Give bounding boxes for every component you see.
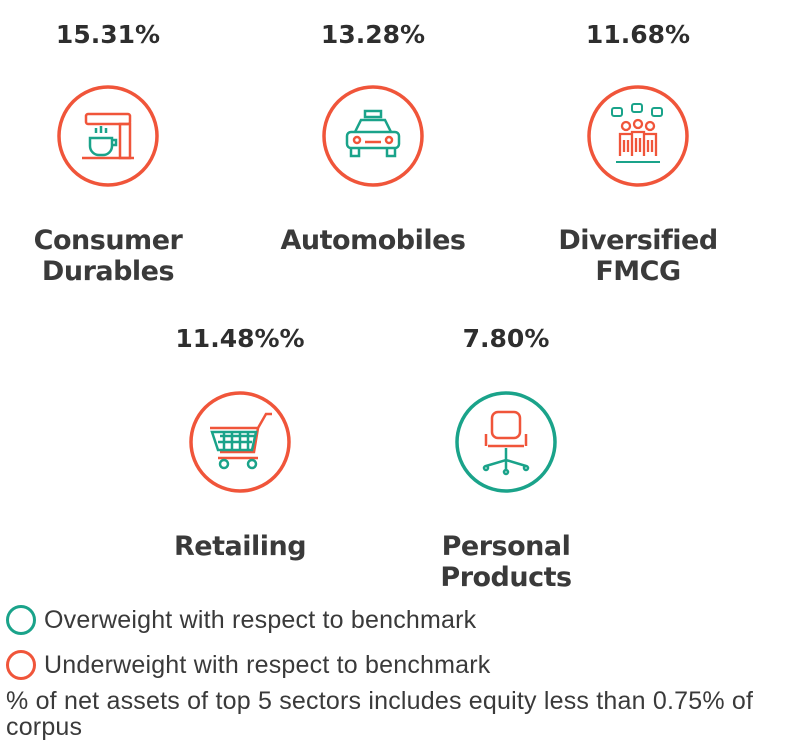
legend-overweight: Overweight with respect to benchmark bbox=[6, 605, 476, 635]
shopping-cart-icon bbox=[189, 391, 291, 493]
sector-name: Consumer Durables bbox=[34, 225, 183, 287]
sector-percent: 11.48%% bbox=[175, 324, 305, 353]
sector-name-line2: Durables bbox=[41, 256, 175, 287]
legend-underweight-label: Underweight with respect to benchmark bbox=[44, 650, 491, 679]
sector-percent: 15.31% bbox=[55, 20, 161, 49]
legend-overweight-label: Overweight with respect to benchmark bbox=[44, 605, 477, 634]
sector-name: Automobiles bbox=[281, 225, 466, 256]
sector-percent: 13.28% bbox=[320, 20, 426, 49]
sector-name: Personal Products bbox=[440, 531, 572, 593]
sector-name-line1: Diversified bbox=[558, 225, 718, 256]
sector-name-line1: Personal bbox=[441, 531, 571, 562]
sector-name: Diversified FMCG bbox=[558, 225, 718, 287]
footnote: % of net assets of top 5 sectors include… bbox=[6, 687, 754, 741]
sector-percent: 11.68% bbox=[585, 20, 691, 49]
sector-name: Retailing bbox=[173, 531, 307, 562]
car-icon bbox=[322, 85, 424, 187]
underweight-circle-icon bbox=[6, 650, 36, 680]
sector-name-line1: Consumer bbox=[33, 225, 183, 256]
legend-underweight: Underweight with respect to benchmark bbox=[6, 650, 491, 680]
sector-name-line2: Products bbox=[440, 562, 572, 593]
sector-name-line1: Retailing bbox=[173, 531, 307, 562]
sector-name-line1: Automobiles bbox=[280, 225, 466, 256]
sector-percent: 7.80% bbox=[462, 324, 550, 353]
coffee-maker-icon bbox=[57, 85, 159, 187]
overweight-circle-icon bbox=[6, 605, 36, 635]
sector-name-line2: FMCG bbox=[595, 256, 681, 287]
office-chair-icon bbox=[455, 391, 557, 493]
consumers-group-icon bbox=[587, 85, 689, 187]
